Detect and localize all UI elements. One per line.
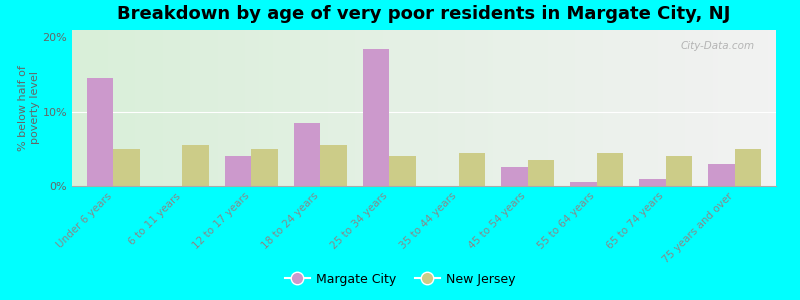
Bar xyxy=(570,182,597,186)
Bar xyxy=(458,153,485,186)
Bar xyxy=(226,156,251,186)
Bar xyxy=(363,49,390,186)
Bar xyxy=(294,123,321,186)
Bar xyxy=(666,156,692,186)
Y-axis label: % below half of
poverty level: % below half of poverty level xyxy=(18,65,40,151)
Bar xyxy=(527,160,554,186)
Bar xyxy=(502,167,527,186)
Bar xyxy=(114,149,140,186)
Bar xyxy=(390,156,416,186)
Bar xyxy=(708,164,734,186)
Bar xyxy=(597,153,622,186)
Bar xyxy=(321,145,346,186)
Bar xyxy=(182,145,209,186)
Bar xyxy=(251,149,278,186)
Bar xyxy=(734,149,761,186)
Title: Breakdown by age of very poor residents in Margate City, NJ: Breakdown by age of very poor residents … xyxy=(118,5,730,23)
Bar xyxy=(87,78,114,186)
Text: City-Data.com: City-Data.com xyxy=(681,41,755,51)
Legend: Margate City, New Jersey: Margate City, New Jersey xyxy=(279,268,521,291)
Bar xyxy=(639,178,666,186)
